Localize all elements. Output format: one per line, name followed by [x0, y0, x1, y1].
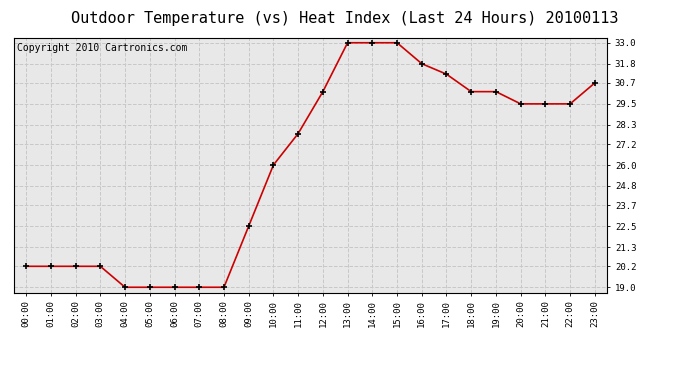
Text: Copyright 2010 Cartronics.com: Copyright 2010 Cartronics.com — [17, 43, 187, 52]
Text: Outdoor Temperature (vs) Heat Index (Last 24 Hours) 20100113: Outdoor Temperature (vs) Heat Index (Las… — [71, 11, 619, 26]
